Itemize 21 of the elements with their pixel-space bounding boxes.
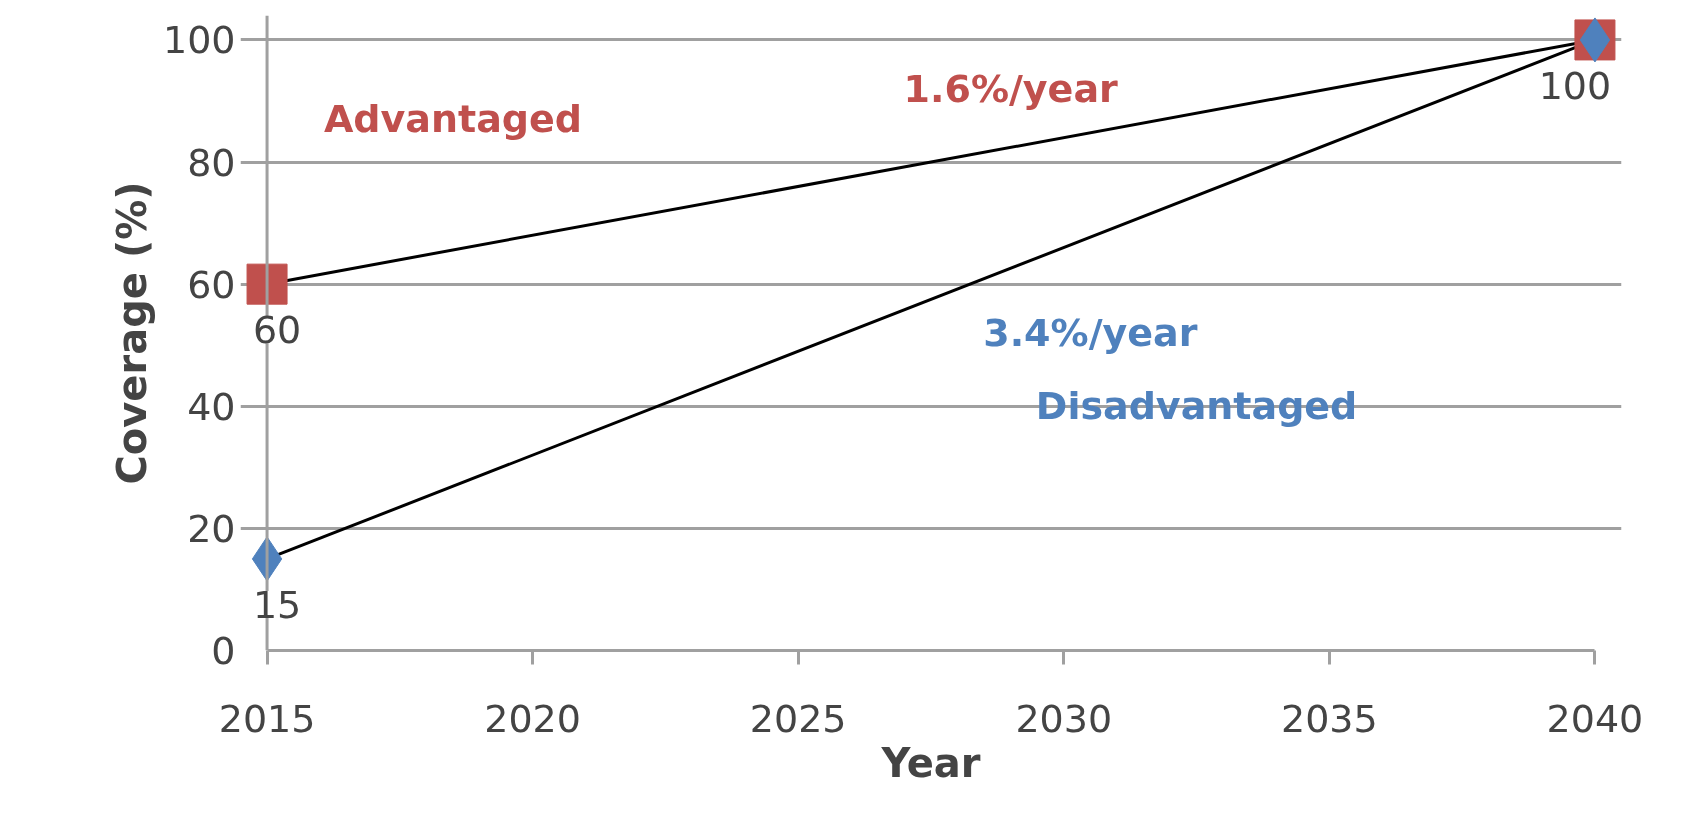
x-tick-label: 2020 [484,696,581,741]
x-tick-label: 2040 [1546,696,1644,741]
x-axis-title: Year [880,739,981,786]
y-tick-label: 60 [187,262,236,307]
y-tick-label: 20 [187,506,236,551]
y-tick-label: 0 [211,629,236,673]
annotation: Advantaged [323,97,582,142]
x-tick-label: 2025 [749,696,847,741]
x-tick-label: 2030 [1015,696,1113,741]
y-tick-label: 40 [187,384,236,429]
x-tick-label: 2035 [1281,696,1378,741]
data-label: 15 [252,582,302,627]
y-axis-title: Coverage (%) [108,181,155,485]
annotation: 1.6%/year [903,66,1119,111]
annotation: 3.4%/year [983,311,1198,355]
data-label: 60 [252,308,302,353]
data-label: 100 [1538,63,1612,108]
x-tick-label: 2015 [218,696,316,741]
annotation: Disadvantaged [1035,384,1358,429]
y-tick-label: 100 [162,18,236,63]
y-tick-label: 80 [187,140,236,185]
